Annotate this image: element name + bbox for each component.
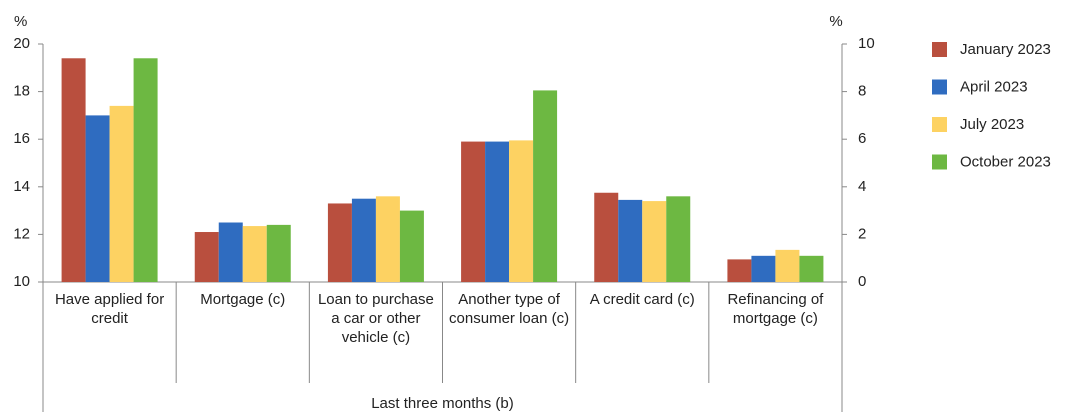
y-tick-label: 14 (13, 178, 30, 195)
legend-label: January 2023 (960, 41, 1051, 58)
x-tick-label: Mortgage (c) (200, 291, 286, 308)
y-tick-label: 18 (13, 83, 30, 100)
bar (751, 255, 776, 282)
legend-label: April 2023 (960, 78, 1028, 95)
legend-swatch (932, 79, 947, 95)
x-group-label: Last three months (b) (371, 395, 514, 412)
y-tick-label: 20 (13, 35, 30, 52)
legend-swatch (932, 117, 947, 132)
x-tick-label: Another type of consumer loan (c) (449, 291, 570, 327)
bar (218, 222, 243, 282)
x-tick-label: Loan to purchase a car or other vehicle … (317, 291, 434, 346)
legend-label: July 2023 (960, 116, 1024, 133)
bar (727, 259, 752, 282)
y2-tick-label: 2 (858, 225, 866, 242)
bar (775, 249, 800, 282)
bar (533, 90, 558, 282)
bar (618, 199, 643, 282)
bar (133, 58, 158, 282)
y-axis-label: % (14, 13, 27, 30)
bar (242, 226, 267, 282)
bar (799, 255, 824, 282)
bar (461, 141, 486, 282)
bar (642, 201, 667, 282)
y2-tick-label: 10 (858, 35, 875, 52)
x-tick-label: Have applied for credit (54, 291, 165, 327)
y-tick-label: 16 (13, 130, 30, 147)
y2-tick-label: 0 (858, 273, 866, 290)
x-tick-label: Refinancing of mortgage (c) (727, 291, 824, 327)
bar (666, 196, 691, 282)
y2-tick-label: 4 (858, 178, 866, 195)
bar (351, 198, 376, 282)
y-tick-label: 12 (13, 225, 30, 242)
y2-tick-label: 8 (858, 83, 866, 100)
x-tick-label: A credit card (c) (589, 291, 695, 308)
legend-label: October 2023 (960, 153, 1051, 170)
bar (375, 196, 400, 282)
bar (266, 224, 291, 282)
bar (327, 203, 352, 282)
y-tick-label: 10 (13, 273, 30, 290)
legend-swatch (932, 42, 947, 57)
bar (85, 115, 110, 283)
y2-tick-label: 6 (858, 130, 866, 147)
bar (399, 210, 424, 282)
bar (594, 192, 619, 282)
bar (61, 58, 86, 282)
bar (109, 105, 134, 282)
y2-axis-label: % (829, 13, 842, 30)
bar (194, 232, 219, 282)
legend-swatch (932, 154, 947, 170)
bar (509, 140, 534, 282)
bar (485, 141, 510, 282)
